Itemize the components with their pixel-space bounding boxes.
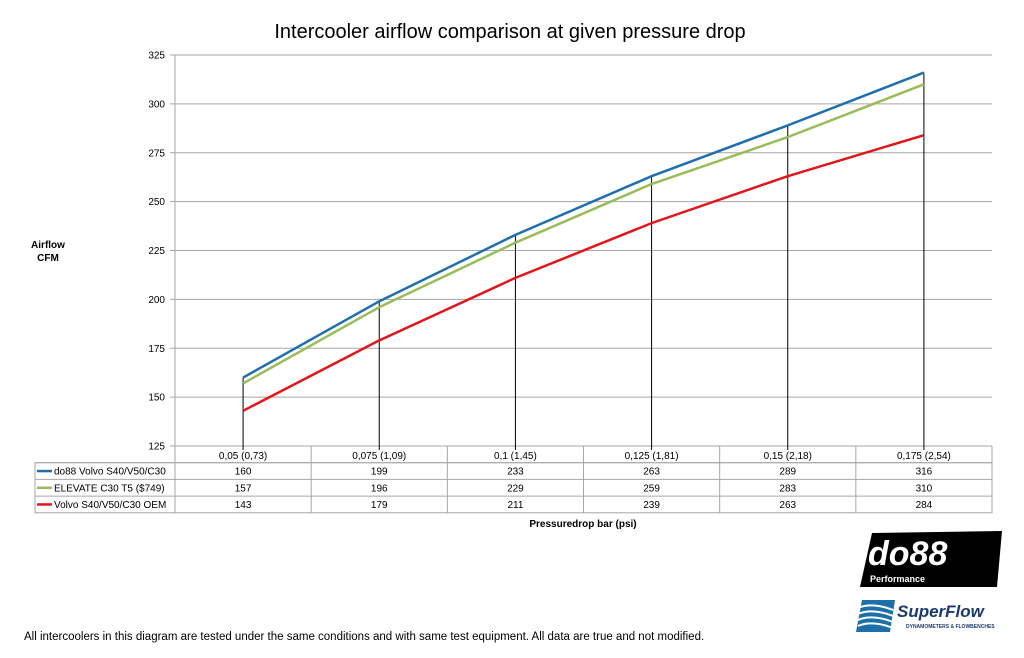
data-label: 143: [235, 500, 252, 511]
y-tick-label: 225: [148, 246, 165, 257]
data-label: 199: [371, 467, 388, 478]
data-label: 284: [916, 500, 933, 511]
data-label: 263: [643, 467, 660, 478]
y-tick-label: 300: [148, 99, 165, 110]
y-tick-label: 200: [148, 295, 165, 306]
superflow-logo-wave: [857, 616, 894, 623]
data-label: 157: [235, 483, 252, 494]
footer-note: All intercoolers in this diagram are tes…: [24, 631, 705, 643]
data-label: 316: [916, 467, 933, 478]
y-tick-label: 175: [148, 344, 165, 355]
x-tick-label: 0,15 (2,18): [764, 451, 812, 462]
legend-label: Volvo S40/V50/C30 OEM: [54, 500, 166, 511]
x-axis-label: Pressuredrop bar (psi): [529, 519, 636, 530]
y-axis-label: CFM: [37, 253, 59, 264]
chart-title: Intercooler airflow comparison at given …: [274, 21, 745, 43]
x-tick-label: 0,125 (1,81): [625, 451, 679, 462]
superflow-logo-sub: DYNAMOMETERS & FLOWBENCHES: [906, 624, 995, 630]
data-label: 259: [643, 483, 660, 494]
data-label: 179: [371, 500, 388, 511]
do88-logo-text: do88: [868, 535, 947, 573]
data-label: 229: [507, 483, 524, 494]
data-label: 211: [507, 500, 523, 511]
y-tick-label: 150: [148, 393, 165, 404]
y-tick-label: 325: [148, 51, 165, 62]
y-tick-label: 250: [148, 197, 165, 208]
x-tick-label: 0,1 (1,45): [494, 451, 537, 462]
x-tick-label: 0,075 (1,09): [352, 451, 406, 462]
legend-label: do88 Volvo S40/V50/C30: [54, 467, 166, 478]
y-axis-label: Airflow: [31, 240, 65, 251]
data-label: 283: [779, 483, 796, 494]
superflow-logo-text: SuperFlow: [897, 602, 986, 621]
data-label: 196: [371, 483, 388, 494]
do88-logo-sub: Performance: [870, 574, 925, 584]
do88-logo: [860, 531, 1002, 587]
data-label: 263: [779, 500, 796, 511]
x-tick-label: 0,175 (2,54): [897, 451, 951, 462]
y-tick-label: 125: [148, 442, 165, 453]
series-line-0: [242, 71, 925, 379]
legend-label: ELEVATE C30 T5 ($749): [54, 483, 165, 494]
y-tick-label: 275: [148, 148, 165, 159]
data-label: 160: [235, 467, 252, 478]
x-tick-label: 0,05 (0,73): [219, 451, 267, 462]
superflow-logo-wave: [857, 622, 894, 629]
data-label: 239: [643, 500, 660, 511]
series-line-1: [242, 83, 925, 385]
superflow-logo-wave: [857, 610, 894, 617]
data-label: 289: [779, 467, 796, 478]
series-line-2: [242, 133, 925, 412]
superflow-logo-wave: [857, 604, 894, 611]
data-label: 310: [916, 483, 933, 494]
data-label: 233: [507, 467, 524, 478]
